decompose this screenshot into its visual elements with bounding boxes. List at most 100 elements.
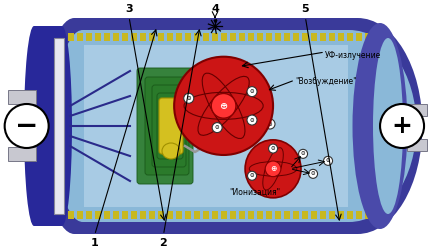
Bar [203, 211, 209, 219]
Bar [194, 211, 200, 219]
Bar [203, 33, 209, 41]
Bar [221, 33, 227, 41]
Bar [230, 33, 236, 41]
Bar [248, 211, 254, 219]
Circle shape [248, 171, 257, 180]
Bar [149, 211, 155, 219]
Circle shape [323, 156, 332, 165]
Bar [8, 147, 36, 161]
Text: УФ-излучение: УФ-излучение [325, 50, 381, 59]
Ellipse shape [42, 18, 107, 234]
Ellipse shape [293, 18, 422, 234]
Circle shape [298, 149, 307, 158]
Text: 5: 5 [301, 4, 309, 14]
Bar [407, 139, 427, 151]
Circle shape [5, 104, 49, 148]
Bar [131, 211, 137, 219]
Text: −: − [15, 112, 38, 140]
Circle shape [247, 87, 257, 97]
Bar [167, 211, 173, 219]
Bar [356, 33, 362, 41]
Bar [74, 18, 358, 234]
Text: +: + [392, 114, 412, 138]
Bar [131, 33, 137, 41]
Ellipse shape [162, 143, 180, 159]
Bar [68, 211, 74, 219]
Bar [8, 90, 36, 104]
Ellipse shape [245, 140, 301, 198]
Bar [86, 33, 92, 41]
Bar [329, 33, 335, 41]
Bar [365, 33, 371, 41]
Bar [338, 211, 344, 219]
Ellipse shape [174, 57, 273, 155]
Bar [212, 211, 218, 219]
Text: 3: 3 [125, 4, 133, 14]
Text: ⊖: ⊖ [311, 171, 315, 176]
FancyBboxPatch shape [145, 77, 189, 175]
Bar [113, 33, 119, 41]
Text: ⊖: ⊖ [271, 146, 275, 151]
Bar [176, 33, 182, 41]
Circle shape [380, 104, 424, 148]
Bar [212, 33, 218, 41]
Bar [84, 45, 348, 207]
Circle shape [211, 93, 236, 118]
Text: ⊖: ⊖ [268, 121, 272, 127]
Circle shape [269, 144, 277, 153]
Circle shape [309, 169, 317, 178]
Circle shape [212, 123, 222, 133]
Bar [239, 211, 245, 219]
Bar [149, 33, 155, 41]
Circle shape [247, 115, 257, 125]
Bar [158, 33, 164, 41]
Bar [77, 211, 83, 219]
Bar [221, 211, 227, 219]
Bar [239, 33, 245, 41]
Bar [356, 211, 362, 219]
Text: ⊖: ⊖ [215, 125, 219, 130]
Bar [257, 33, 263, 41]
Ellipse shape [282, 30, 416, 222]
Bar [320, 33, 326, 41]
Bar [329, 211, 335, 219]
Text: ⊖: ⊖ [326, 158, 330, 163]
Bar [167, 33, 173, 41]
Bar [302, 211, 308, 219]
Bar [311, 33, 317, 41]
Ellipse shape [24, 26, 44, 226]
Bar [257, 211, 263, 219]
Bar [275, 33, 281, 41]
Text: ⊖: ⊖ [250, 117, 254, 122]
Bar [311, 211, 317, 219]
Bar [230, 211, 236, 219]
Text: ⊖: ⊖ [187, 96, 191, 101]
Bar [68, 33, 74, 41]
Bar [365, 211, 371, 219]
Text: ⊖: ⊖ [250, 89, 254, 94]
Bar [54, 38, 64, 214]
Bar [158, 211, 164, 219]
Text: ⊖: ⊖ [213, 118, 217, 123]
Ellipse shape [54, 30, 112, 222]
Bar [122, 211, 128, 219]
Bar [266, 33, 272, 41]
Bar [34, 26, 62, 226]
Bar [266, 211, 272, 219]
Bar [122, 33, 128, 41]
Bar [347, 211, 353, 219]
Circle shape [210, 116, 220, 126]
Bar [83, 30, 349, 222]
Text: ⊕: ⊕ [220, 101, 227, 111]
Bar [284, 33, 290, 41]
Ellipse shape [52, 26, 72, 226]
Bar [293, 33, 299, 41]
Bar [185, 211, 191, 219]
Text: ⊖: ⊖ [250, 173, 255, 178]
Bar [194, 33, 200, 41]
Text: "Ионизация": "Ионизация" [230, 187, 280, 197]
Text: 1: 1 [91, 238, 98, 248]
Bar [113, 211, 119, 219]
Bar [302, 33, 308, 41]
Bar [293, 211, 299, 219]
